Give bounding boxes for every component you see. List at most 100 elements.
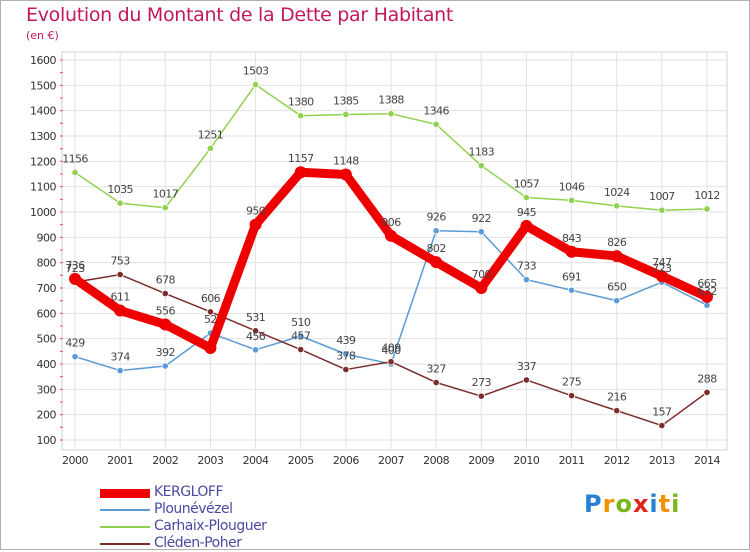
data-point [114, 304, 127, 317]
y-minor-tick [60, 300, 63, 302]
data-label: 1157 [288, 152, 314, 165]
data-label: 531 [246, 311, 265, 324]
data-point [251, 346, 260, 354]
data-label: 400 [381, 344, 401, 357]
data-label: 510 [291, 316, 311, 329]
logo-letter: x [632, 490, 650, 518]
data-label: 1156 [62, 152, 88, 165]
data-point [206, 308, 215, 316]
y-minor-tick [60, 312, 63, 314]
data-label: 429 [65, 337, 85, 350]
data-point [387, 110, 395, 118]
logo-letter: t [658, 490, 672, 518]
legend-swatch [100, 488, 150, 498]
data-label: 1035 [107, 183, 133, 196]
data-label: 926 [427, 211, 447, 224]
data-point [520, 219, 533, 232]
y-minor-tick [60, 59, 63, 61]
data-point [339, 168, 352, 181]
data-label: 556 [156, 304, 176, 317]
data-label: 157 [652, 406, 672, 419]
data-label: 439 [336, 334, 356, 347]
x-tick-label: 2000 [62, 454, 88, 467]
x-tick-label: 2007 [378, 454, 404, 467]
data-point [655, 270, 668, 283]
data-label: 950 [246, 205, 266, 218]
data-point [430, 256, 443, 269]
data-label: 1380 [288, 96, 314, 109]
x-tick-label: 2004 [243, 454, 269, 467]
x-tick-label: 2011 [559, 454, 585, 467]
data-label: 1017 [152, 188, 178, 201]
data-label: 1346 [423, 104, 449, 117]
y-minor-tick [60, 224, 63, 226]
legend-label: Plounévézel [154, 501, 233, 517]
y-minor-tick [60, 110, 63, 112]
data-point [342, 110, 350, 119]
logo-letter: i [649, 490, 659, 518]
y-tick-label: 1400 [30, 105, 56, 118]
x-tick-label: 2005 [288, 454, 314, 467]
logo-letter: r [602, 490, 616, 518]
data-point [206, 144, 215, 153]
data-label: 1503 [243, 65, 269, 78]
y-minor-tick [60, 97, 63, 99]
y-tick-label: 1100 [30, 181, 56, 194]
data-label: 216 [607, 391, 627, 404]
y-tick-label: 1000 [30, 206, 56, 219]
y-minor-tick [60, 122, 63, 124]
data-point [116, 366, 124, 375]
data-point [69, 272, 81, 285]
y-minor-tick [60, 376, 63, 378]
y-tick-label: 1300 [30, 130, 56, 143]
data-label: 409 [381, 342, 401, 355]
data-point [703, 301, 711, 309]
y-minor-tick [60, 363, 63, 365]
data-point [610, 250, 623, 263]
y-minor-tick [60, 236, 63, 238]
data-label: 273 [472, 376, 492, 389]
data-point [613, 407, 621, 415]
data-label: 632 [697, 285, 716, 298]
data-point [432, 378, 440, 387]
y-tick-label: 1200 [30, 155, 56, 168]
data-point [477, 228, 485, 236]
chart-title: Evolution du Montant de la Dette par Hab… [26, 4, 454, 26]
data-label: 700 [472, 268, 492, 281]
data-label: 736 [65, 259, 85, 272]
data-label: 456 [246, 330, 266, 343]
data-label: 733 [517, 260, 537, 273]
y-minor-tick [60, 148, 63, 150]
data-label: 843 [562, 232, 582, 245]
data-point [71, 168, 79, 177]
data-point [567, 392, 576, 400]
data-point [567, 196, 576, 204]
data-point [251, 80, 260, 89]
y-minor-tick [60, 160, 63, 162]
data-label: 678 [156, 274, 176, 287]
data-point [159, 318, 172, 331]
y-tick-label: 500 [37, 333, 57, 346]
data-point [116, 270, 124, 279]
data-label: 802 [427, 242, 446, 255]
x-tick-label: 2014 [694, 454, 720, 467]
data-point [297, 332, 305, 340]
logo-letter: P [584, 490, 603, 518]
data-point [294, 166, 307, 179]
y-tick-label: 900 [37, 231, 57, 244]
data-label: 723 [65, 262, 85, 275]
legend-swatch [100, 526, 150, 528]
y-minor-tick [60, 350, 63, 352]
data-point [522, 193, 531, 202]
data-point [522, 376, 531, 384]
y-minor-tick [60, 274, 63, 276]
data-point [475, 282, 488, 294]
y-tick-label: 600 [37, 307, 57, 320]
legend-label: Cléden-Poher [154, 535, 242, 551]
data-label: 1046 [559, 180, 585, 193]
data-point [116, 199, 124, 207]
y-minor-tick [60, 388, 63, 390]
y-tick-label: 1500 [30, 79, 56, 92]
data-point [251, 327, 260, 335]
